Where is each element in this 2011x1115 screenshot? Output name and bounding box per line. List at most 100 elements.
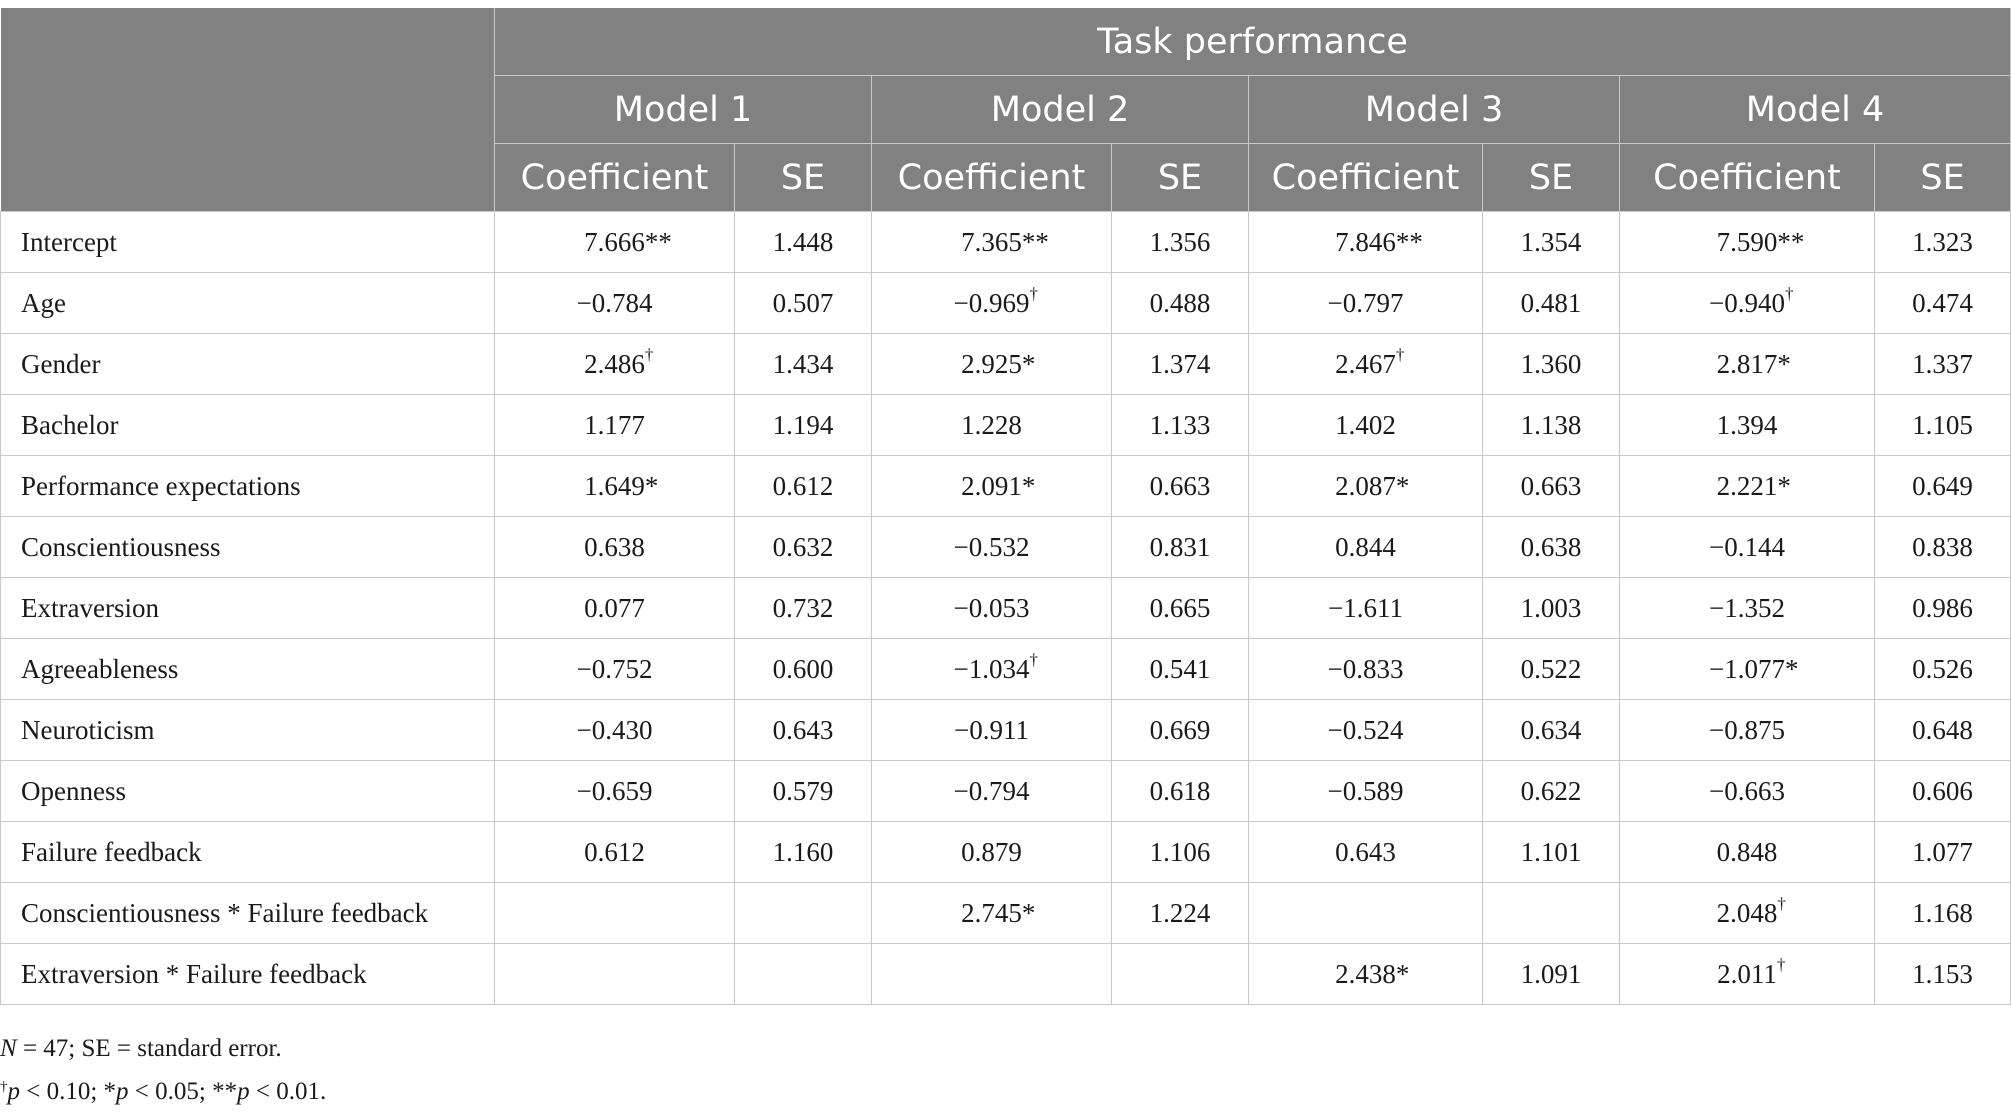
model-1-se-cell: 0.507	[734, 272, 872, 334]
significance-marker: **	[644, 226, 672, 257]
header-se: SE	[734, 143, 872, 212]
cell-value-wrap: 1.394	[1717, 410, 1778, 441]
model-4-se-cell: 1.077	[1873, 821, 2011, 883]
header-row-models: Model 1 Model 2 Model 3 Model 4	[1, 75, 2011, 144]
cell-value: 2.048	[1716, 897, 1778, 928]
significance-marker: *	[1395, 958, 1410, 989]
cell-value: 1.402	[1335, 409, 1396, 440]
model-2-se-cell: 0.618	[1111, 760, 1249, 822]
model-2-se-cell: 0.831	[1111, 516, 1249, 578]
cell-value: 1.105	[1912, 409, 1973, 440]
model-1-coefficient-cell: 0.612	[494, 821, 735, 883]
cell-value: 0.612	[584, 836, 645, 867]
cell-value-wrap: 0.663	[1150, 471, 1211, 502]
cell-value-wrap: −0.144	[1709, 532, 1785, 563]
cell-value: −1.352	[1709, 592, 1785, 623]
cell-value: −0.797	[1327, 287, 1404, 318]
row-variable-label: Gender	[0, 333, 495, 395]
cell-value: 1.448	[772, 226, 834, 257]
model-4-se-cell: 1.337	[1873, 333, 2011, 395]
note-p-symbol: p	[7, 1078, 21, 1105]
model-4-se-cell: 0.474	[1873, 272, 2011, 334]
cell-value-wrap: 0.612	[773, 471, 834, 502]
cell-value-wrap: 1.077	[1912, 837, 1973, 868]
header-se: SE	[1873, 143, 2011, 212]
cell-value: 0.526	[1912, 653, 1973, 684]
cell-value-wrap: 2.087 *	[1335, 471, 1409, 502]
row-variable-label: Conscientiousness	[0, 516, 495, 578]
cell-value: 0.612	[772, 470, 834, 501]
row-variable-label: Openness	[0, 760, 495, 822]
note-p-symbol: p	[237, 1078, 250, 1105]
cell-value: 1.394	[1716, 409, 1778, 440]
header-row-stats: Coefficient SE Coefficient SE Coefficien…	[1, 143, 2011, 212]
cell-value: 0.077	[584, 592, 645, 623]
cell-value-wrap: 2.486 †	[584, 345, 653, 380]
cell-value: 1.160	[772, 836, 834, 867]
cell-value-wrap: −0.752	[577, 654, 653, 685]
cell-value-wrap: 0.507	[773, 288, 834, 319]
row-variable-label: Bachelor	[0, 394, 495, 456]
cell-value: −0.752	[576, 653, 653, 684]
cell-value: 0.848	[1716, 836, 1778, 867]
cell-value: 0.665	[1149, 592, 1211, 623]
cell-value-wrap: 1.168	[1912, 898, 1973, 929]
model-1-coefficient-cell: −0.752	[494, 638, 735, 700]
significance-marker: **	[1777, 226, 1805, 257]
model-4-coefficient-cell: 2.817 *	[1619, 333, 1875, 395]
cell-value-wrap: 0.541	[1150, 654, 1211, 685]
cell-value: 0.481	[1520, 287, 1582, 318]
model-1-se-cell: 0.732	[734, 577, 872, 639]
cell-value-wrap: 1.354	[1521, 227, 1582, 258]
cell-value-wrap: 2.091 *	[961, 471, 1035, 502]
model-2-se-cell: 0.488	[1111, 272, 1249, 334]
cell-value-wrap: 0.643	[773, 715, 834, 746]
cell-value-wrap: −1.034 †	[953, 650, 1038, 685]
model-3-se-cell: 1.360	[1482, 333, 1620, 395]
model-4-se-cell: 0.838	[1873, 516, 2011, 578]
row-variable-label: Conscientiousness * Failure feedback	[0, 882, 495, 944]
cell-value-wrap: 0.488	[1150, 288, 1211, 319]
model-3-coefficient-cell: 2.438 *	[1248, 943, 1483, 1005]
header-blank-corner	[0, 8, 495, 212]
model-2-coefficient-cell: 2.745 *	[871, 882, 1112, 944]
cell-value-wrap: −0.833	[1328, 654, 1404, 685]
cell-value-wrap: −1.077 *	[1709, 654, 1798, 685]
cell-value-wrap: −0.784	[577, 288, 653, 319]
table-body: Intercept 7.666 ** 1.448 7.365 ** 1.356 7.846 **…	[0, 211, 2011, 1005]
model-4-coefficient-cell: −1.077 *	[1619, 638, 1875, 700]
cell-value: 0.600	[772, 653, 834, 684]
model-4-coefficient-cell: −0.663	[1619, 760, 1875, 822]
cell-value-wrap: 0.622	[1521, 776, 1582, 807]
cell-value: 1.091	[1520, 958, 1582, 989]
model-1-coefficient-cell: 2.486 †	[494, 333, 735, 395]
header-coefficient: Coefficient	[494, 143, 735, 212]
cell-value-wrap: −0.797	[1328, 288, 1404, 319]
significance-marker: *	[1395, 470, 1410, 501]
significance-marker: †	[1029, 283, 1038, 303]
model-2-se-cell: 0.665	[1111, 577, 1249, 639]
cell-value-wrap: −0.659	[577, 776, 653, 807]
cell-value-wrap: −0.532	[954, 532, 1030, 563]
model-4-se-cell: 1.323	[1873, 211, 2011, 273]
cell-value: 0.643	[1335, 836, 1396, 867]
cell-value: 0.638	[1520, 531, 1582, 562]
cell-value-wrap: −0.969 †	[954, 284, 1038, 319]
model-1-coefficient-cell: 7.666 **	[494, 211, 735, 273]
header-coefficient: Coefficient	[1619, 143, 1875, 212]
header-model-4: Model 4	[1618, 75, 2011, 144]
cell-value: 1.649	[584, 470, 645, 501]
cell-value: 0.634	[1520, 714, 1582, 745]
cell-value-wrap: −0.524	[1328, 715, 1404, 746]
model-1-coefficient-cell: 1.649 *	[494, 455, 735, 517]
model-3-se-cell: 1.091	[1482, 943, 1620, 1005]
cell-value-wrap: 2.048 †	[1716, 894, 1786, 929]
cell-value-wrap: 1.360	[1521, 349, 1582, 380]
cell-value: 2.221	[1716, 470, 1778, 501]
cell-value: −1.034	[953, 653, 1030, 684]
cell-value: −0.875	[1709, 714, 1785, 745]
cell-value: −0.589	[1327, 775, 1404, 806]
cell-value: 1.101	[1520, 836, 1582, 867]
model-2-coefficient-cell: 2.925 *	[871, 333, 1112, 395]
model-3-se-cell: 0.622	[1482, 760, 1620, 822]
